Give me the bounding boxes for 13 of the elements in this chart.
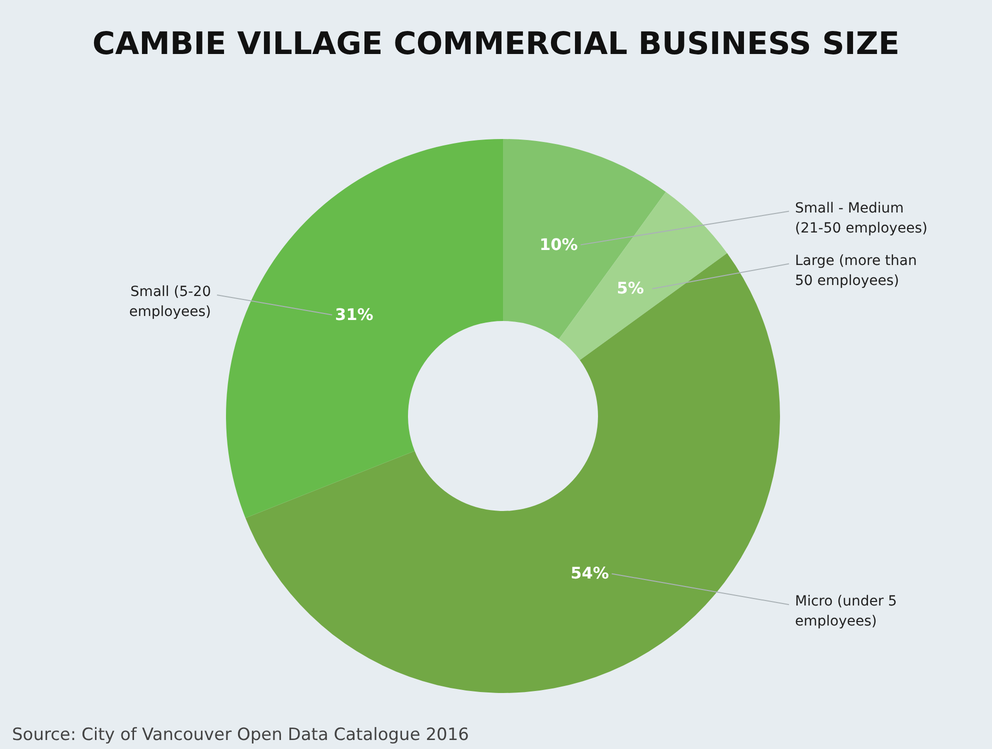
data-label: 10% [539,234,578,254]
donut-slice [245,253,780,692]
data-label: 5% [616,278,644,298]
chart-title: CAMBIE VILLAGE COMMERCIAL BUSINESS SIZE [92,26,900,62]
slice-label: Micro (under 5 employees) [795,594,897,630]
donut-slice [226,139,503,518]
slice-label: Small - Medium (21-50 employees) [795,200,928,236]
source-note: Source: City of Vancouver Open Data Catalogue 2016 [12,725,469,745]
data-label: 31% [334,304,374,324]
donut-slice [503,139,666,340]
slice-label: Large (more than 50 employees) [795,252,917,289]
data-label: 54% [570,564,609,583]
slice-label: Small (5-20 employees) [129,284,211,320]
